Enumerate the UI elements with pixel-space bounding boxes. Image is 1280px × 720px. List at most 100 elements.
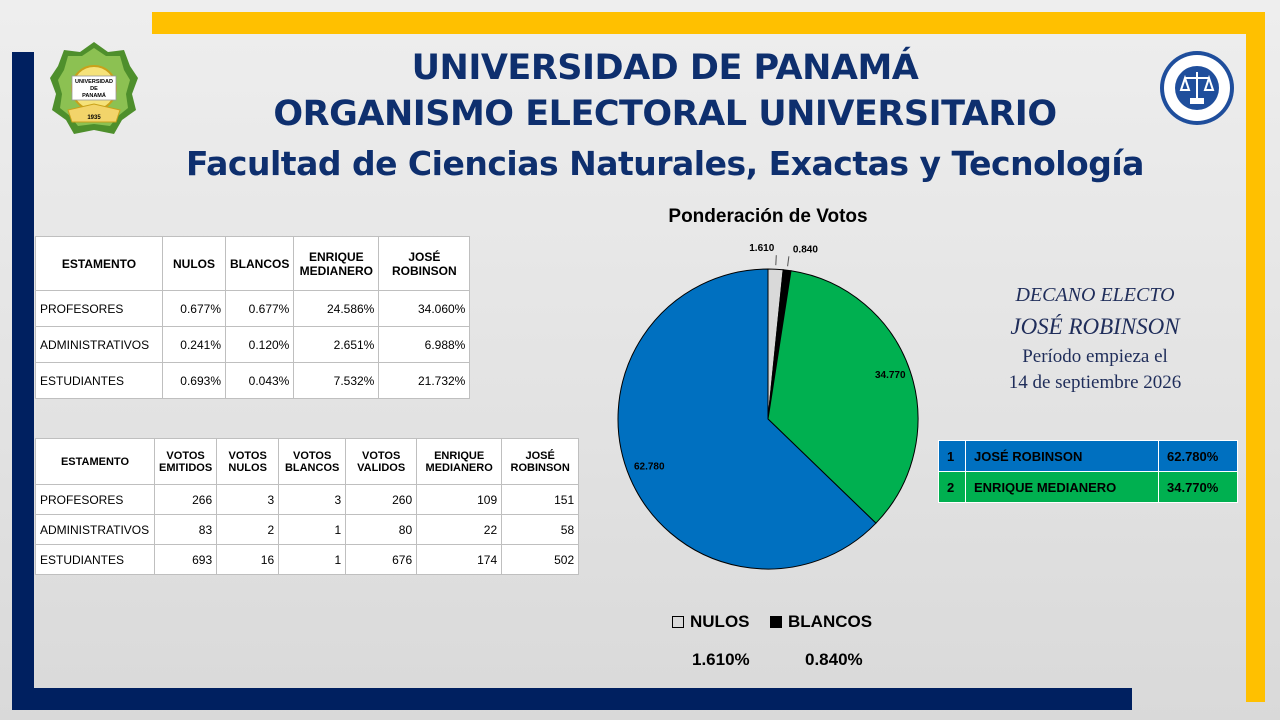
table-row: ADMINISTRATIVOS 0.241% 0.120% 2.651% 6.9… [35,326,471,363]
col-robinson: JOSÉ ROBINSON [378,236,471,291]
cell: 24.586% [293,290,380,327]
university-seal-logo: UNIVERSIDAD DE PANAMÁ 1935 [50,42,138,134]
col-robinson: JOSÉ ROBINSON [501,438,580,485]
cell: 0.120% [224,326,295,363]
legend-item-blancos: BLANCOS [770,612,872,632]
pie-label-enrique-medianero: 34.770 [875,370,906,381]
col-medianero: ENRIQUE MEDIANERO [293,236,380,291]
frame-bottom-bar [12,688,1132,710]
cell: 7.532% [293,362,380,399]
col-nulos: VOTOS NULOS [216,438,280,485]
legend-value-nulos: 1.610% [692,650,750,669]
cell: 80 [345,514,418,545]
pie-label-jos-robinson: 62.780 [634,461,665,472]
title-faculty: Facultad de Ciencias Naturales, Exactas … [186,144,1144,183]
cell: 502 [501,544,580,575]
results-table: 1 JOSÉ ROBINSON 62.780% 2 ENRIQUE MEDIAN… [938,440,1238,503]
table-row: ESTUDIANTES 693 16 1 676 174 502 [35,544,580,575]
cell: 3 [278,484,347,515]
table-row: PROFESORES 266 3 3 260 109 151 [35,484,580,515]
cell: 22 [416,514,503,545]
cell: 0.677% [224,290,295,327]
legend-swatch-nulos [672,616,684,628]
pie-label-blancos: 0.840 [793,244,818,255]
frame-left-bar [12,52,34,710]
col-estamento: ESTAMENTO [35,438,155,485]
votes-table: ESTAMENTO VOTOS EMITIDOS VOTOS NULOS VOT… [35,438,580,575]
decano-name: JOSÉ ROBINSON [1010,314,1180,339]
decano-heading: DECANO ELECTO [1015,284,1175,306]
percent-table: ESTAMENTO NULOS BLANCOS ENRIQUE MEDIANER… [35,236,471,399]
logo-left-text-1: UNIVERSIDAD [75,79,113,85]
cell: 83 [153,514,218,545]
cell: 3 [216,484,280,515]
cell: 0.043% [224,362,295,399]
cell: 16 [216,544,280,575]
legend-label-blancos: BLANCOS [788,612,873,631]
cell: 0.693% [162,362,226,399]
result-pct: 62.780% [1158,440,1238,472]
cell: 2 [216,514,280,545]
pie-label-nulos: 1.610 [749,243,774,254]
col-blancos: BLANCOS [224,236,295,291]
period-line-2: 14 de septiembre 2026 [1008,372,1182,393]
title-university: UNIVERSIDAD DE PANAMÁ [411,48,919,88]
col-blancos: VOTOS BLANCOS [278,438,347,485]
pie-chart: 1.610 0.840 34.770 62.780 [617,243,919,570]
cell: ADMINISTRATIVOS [35,326,163,363]
logo-left-text-2: DE [90,86,98,92]
period-line-1: Período empieza el [1022,346,1168,367]
result-row: 1 JOSÉ ROBINSON 62.780% [938,440,1238,472]
cell: 34.060% [378,290,471,327]
cell: 1 [278,514,347,545]
frame-right-bar [1246,12,1265,702]
legend-item-nulos: NULOS [672,612,750,632]
cell: 58 [501,514,580,545]
cell: 6.988% [378,326,471,363]
col-estamento: ESTAMENTO [35,236,163,291]
cell: 0.677% [162,290,226,327]
legend-label-nulos: NULOS [690,612,750,631]
pie-slice-jos-robinson [617,268,877,570]
electoral-organism-logo [1160,51,1234,125]
legend-swatch-blancos [770,616,782,628]
chart-title: Ponderación de Votos [668,206,868,227]
cell: PROFESORES [35,484,155,515]
pie-leader-line [775,255,777,266]
cell: 2.651% [293,326,380,363]
result-name: ENRIQUE MEDIANERO [965,471,1159,503]
col-emitidos: VOTOS EMITIDOS [153,438,218,485]
logo-left-text-3: PANAMÁ [82,92,106,99]
table-row: ADMINISTRATIVOS 83 2 1 80 22 58 [35,514,580,545]
frame-bottom-tip [1110,688,1132,710]
percent-table-header: ESTAMENTO NULOS BLANCOS ENRIQUE MEDIANER… [35,236,471,291]
logo-left-year: 1935 [87,115,101,121]
col-nulos: NULOS [162,236,226,291]
cell: ESTUDIANTES [35,544,155,575]
col-medianero: ENRIQUE MEDIANERO [416,438,503,485]
cell: 174 [416,544,503,575]
frame-top-bar [152,12,1265,34]
title-organism: ORGANISMO ELECTORAL UNIVERSITARIO [273,94,1057,134]
table-row: PROFESORES 0.677% 0.677% 24.586% 34.060% [35,290,471,327]
cell: 109 [416,484,503,515]
cell: 21.732% [378,362,471,399]
legend-value-blancos: 0.840% [805,650,863,669]
cell: 266 [153,484,218,515]
cell: ESTUDIANTES [35,362,163,399]
cell: 151 [501,484,580,515]
result-name: JOSÉ ROBINSON [965,440,1159,472]
pie-leader-line [787,256,790,267]
cell: 260 [345,484,418,515]
cell: 693 [153,544,218,575]
result-rank: 1 [938,440,966,472]
cell: 0.241% [162,326,226,363]
votes-table-header: ESTAMENTO VOTOS EMITIDOS VOTOS NULOS VOT… [35,438,580,485]
pie-slice-enrique-medianero [767,270,919,524]
cell: 1 [278,544,347,575]
cell: ADMINISTRATIVOS [35,514,155,545]
cell: PROFESORES [35,290,163,327]
table-row: ESTUDIANTES 0.693% 0.043% 7.532% 21.732% [35,362,471,399]
cell: 676 [345,544,418,575]
result-rank: 2 [938,471,966,503]
